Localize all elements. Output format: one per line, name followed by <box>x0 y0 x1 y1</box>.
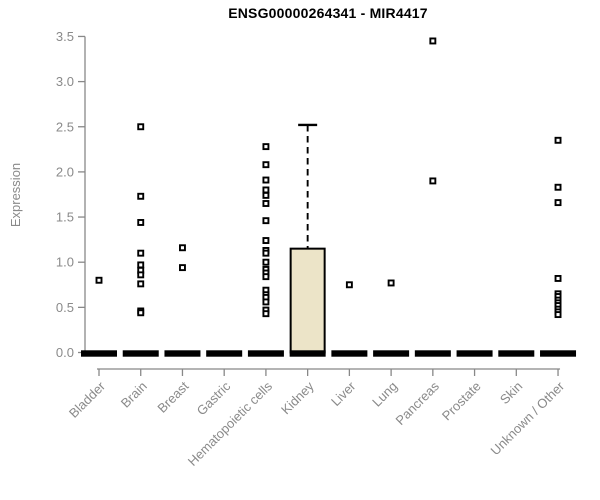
outlier-point <box>137 192 145 200</box>
outlier-point <box>262 298 270 306</box>
outlier-point <box>137 123 145 131</box>
outlier-point <box>429 177 437 185</box>
outlier-point <box>554 311 562 319</box>
median-bar <box>247 350 284 357</box>
median-bar <box>540 350 577 357</box>
outlier-point <box>262 143 270 151</box>
median-bar <box>331 350 368 357</box>
median-bar <box>373 350 410 357</box>
outlier-point <box>262 273 270 281</box>
outlier-point <box>262 258 270 266</box>
outlier-point <box>387 279 395 287</box>
outlier-point <box>137 249 145 257</box>
x-tick-label: Gastric <box>194 378 234 418</box>
outlier-point <box>179 264 186 272</box>
x-tick-label: Pancreas <box>393 378 443 428</box>
x-tick-label: Skin <box>497 379 525 407</box>
y-tick-label: 3.0 <box>56 74 74 89</box>
outlier-point <box>554 275 562 282</box>
outlier-point <box>345 281 353 289</box>
outlier-point <box>262 200 270 207</box>
median-bar <box>289 350 326 357</box>
y-tick-label: 0.5 <box>56 300 74 315</box>
x-tick-label: Lung <box>369 379 400 410</box>
y-tick-label: 0.0 <box>56 345 74 360</box>
outlier-point <box>262 237 270 244</box>
median-bar <box>81 350 117 357</box>
outlier-point <box>429 37 437 45</box>
x-tick-label: Prostate <box>439 379 484 424</box>
y-tick-label: 1.0 <box>56 255 74 270</box>
outlier-point <box>262 186 270 194</box>
outlier-point <box>137 219 145 226</box>
outlier-point <box>554 199 562 207</box>
x-tick-label: Kidney <box>278 378 317 417</box>
median-bar <box>206 350 243 357</box>
y-tick-label: 1.5 <box>56 210 74 225</box>
median-bar <box>122 350 159 357</box>
outlier-point <box>95 276 103 284</box>
outlier-point <box>554 136 562 144</box>
x-tick-label: Brain <box>118 379 150 411</box>
outlier-point <box>262 161 270 169</box>
outlier-point <box>179 244 186 252</box>
outlier-point <box>137 280 145 288</box>
outlier-point <box>137 261 145 269</box>
x-tick-label: Bladder <box>66 378 109 421</box>
y-tick-label: 3.5 <box>56 29 74 44</box>
x-tick-label: Unknown / Other <box>488 378 568 458</box>
outlier-point <box>137 271 145 279</box>
y-tick-label: 2.0 <box>56 164 74 179</box>
chart-title: ENSG00000264341 - MIR4417 <box>228 5 428 21</box>
x-tick-label: Liver <box>328 378 359 409</box>
median-bar <box>414 350 451 357</box>
outlier-point <box>262 176 270 184</box>
outlier-point <box>262 217 270 225</box>
outlier-point <box>262 310 270 318</box>
median-bar <box>164 350 201 357</box>
outlier-point <box>262 191 270 199</box>
median-bar <box>456 350 493 357</box>
x-tick-label: Breast <box>154 378 191 415</box>
outlier-point <box>137 309 145 317</box>
outlier-point <box>262 249 270 257</box>
y-tick-label: 2.5 <box>56 119 74 134</box>
median-bar <box>498 350 535 357</box>
outlier-point <box>554 183 562 191</box>
box <box>289 247 326 354</box>
